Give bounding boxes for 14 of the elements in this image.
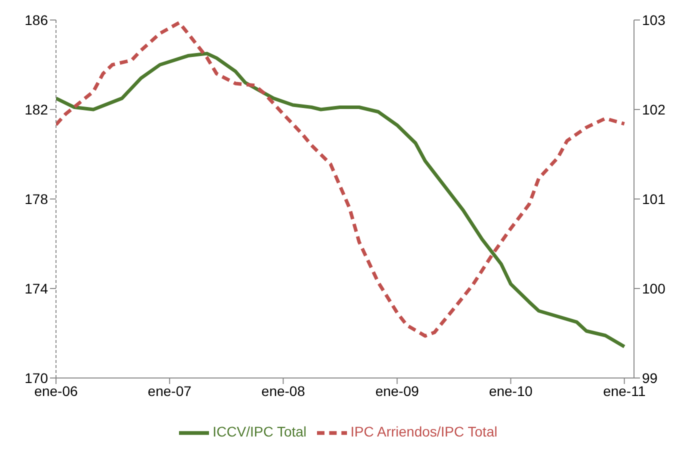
y2-tick-label: 101: [642, 190, 666, 207]
y2-tick-label: 103: [642, 12, 666, 28]
legend-label: IPC Arriendos/IPC Total: [350, 424, 498, 440]
y-tick-label: 182: [24, 101, 48, 118]
y2-tick-label: 100: [642, 280, 666, 296]
y-tick-label: 186: [24, 12, 48, 28]
x-tick-label: ene-07: [148, 382, 192, 399]
x-tick-label: ene-10: [488, 382, 533, 399]
x-tick-label: ene-09: [375, 382, 420, 399]
y-tick-label: 178: [24, 190, 48, 207]
y2-tick-label: 102: [642, 101, 666, 118]
y-tick-label: 174: [24, 280, 48, 296]
legend-label: ICCV/IPC Total: [212, 424, 307, 440]
x-tick-label: ene-08: [261, 382, 306, 399]
